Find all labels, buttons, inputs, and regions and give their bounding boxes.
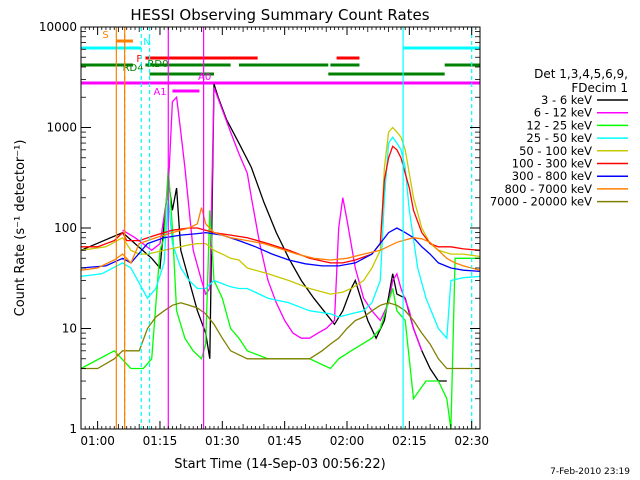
x-tick-label: 01:00 [80,434,115,448]
legend-label-800-7000-kev: 800 - 7000 keV [504,182,592,196]
state-bar-label-f: F [136,54,142,65]
x-tick-label: 02:15 [392,434,427,448]
state-bar-label-rd0: RD0 [147,59,168,70]
x-tick-label: 02:30 [454,434,489,448]
y-tick-label: 100 [54,221,77,235]
series-line-7000-20000-kev [81,302,480,370]
y-tick-label: 10000 [39,20,77,34]
x-tick-label: 02:00 [330,434,365,448]
state-bar-label-a1: A1 [153,87,166,98]
marker-lines-group [115,27,473,429]
x-tick-label: 01:30 [205,434,240,448]
legend-label-300-800-kev: 300 - 800 keV [512,169,592,183]
series-line-300-800-kev [80,227,481,273]
series-line-6-12-kev [122,87,423,352]
y-tick-label: 10 [62,322,77,336]
legend-label-12-25-kev: 12 - 25 keV [526,118,592,132]
legend-label-50-100-kev: 50 - 100 keV [519,144,592,158]
x-tick-label: 01:45 [267,434,302,448]
axis-ticks-group: 01:00 01:15 01:30 01:45 02:00 02:15 02:30 1 10 10… [39,20,489,448]
legend-label-25-50-kev: 25 - 50 keV [526,131,592,145]
series-line-12-25-kev [80,167,480,430]
x-tick-label: 01:15 [143,434,178,448]
legend-label-100-300-kev: 100 - 300 keV [512,157,592,171]
footer-date: 7-Feb-2010 23:19 [550,467,630,477]
state-bar-label-s: S [102,30,108,41]
x-axis-label: Start Time (14-Sep-03 00:56:22) [174,457,385,472]
y-axis-label: Count Rate (s⁻¹ detector⁻¹) [13,140,28,317]
series-line-3-6-kev [80,83,447,382]
series-line-100-300-kev [81,145,481,264]
legend-label-7000-20000-kev: 7000 - 20000 keV [490,195,592,209]
legend-label-3-6-kev: 3 - 6 keV [541,93,592,107]
legend-header-line-1: Det 1,3,4,5,6,9, [534,67,628,81]
legend-header-line-2: FDecim 1 [571,81,628,95]
series-line-800-7000-kev [80,207,481,271]
state-bar-label-a0: A0 [198,72,211,83]
y-tick-label: 1 [69,422,77,436]
series-group [80,83,481,430]
chart-title: HESSI Observing Summary Count Rates [130,6,429,24]
legend-label-6-12-kev: 6 - 12 keV [534,106,592,120]
series-line-25-50-kev [80,136,481,340]
state-bar-label-n: N [143,37,150,48]
y-tick-label: 1000 [46,121,77,135]
state-bar-label-rd4: RD4 [123,63,144,74]
series-line-50-100-kev [80,126,481,295]
